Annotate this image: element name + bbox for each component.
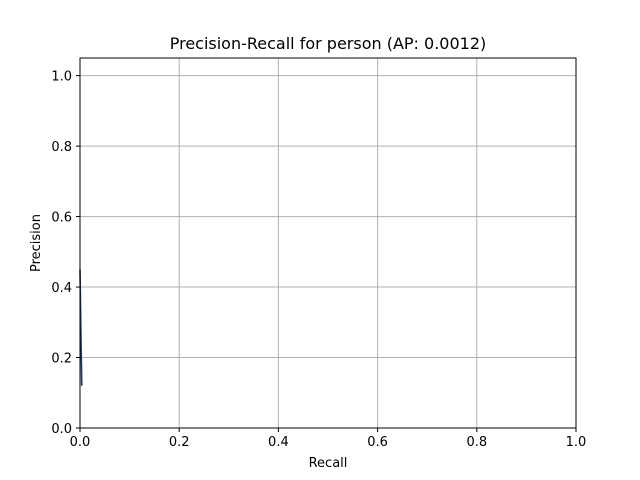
chart-title: Precision-Recall for person (AP: 0.0012) — [170, 34, 487, 53]
x-tick-label: 1.0 — [566, 435, 587, 450]
y-tick-label: 0.8 — [51, 140, 72, 155]
plot-frame — [79, 57, 577, 429]
x-tick-label: 0.0 — [70, 435, 91, 450]
x-tick-label: 0.2 — [169, 435, 190, 450]
x-tick-label: 0.8 — [466, 435, 487, 450]
y-tick-label: 0.0 — [51, 422, 72, 437]
x-tick-label: 0.6 — [367, 435, 388, 450]
grid — [79, 58, 577, 429]
x-tick-label: 0.4 — [268, 435, 289, 450]
y-tick-label: 0.2 — [51, 352, 72, 367]
x-axis-label: Recall — [309, 456, 348, 471]
y-tick-label: 0.6 — [51, 211, 72, 226]
y-tick-label: 1.0 — [51, 70, 72, 85]
y-axis-ticks: 0.0 0.2 0.4 0.6 0.8 1.0 — [51, 70, 80, 437]
y-axis-label: Precision — [29, 214, 44, 272]
x-axis-ticks: 0.0 0.2 0.4 0.6 0.8 1.0 — [70, 428, 587, 450]
y-tick-label: 0.4 — [51, 281, 72, 296]
